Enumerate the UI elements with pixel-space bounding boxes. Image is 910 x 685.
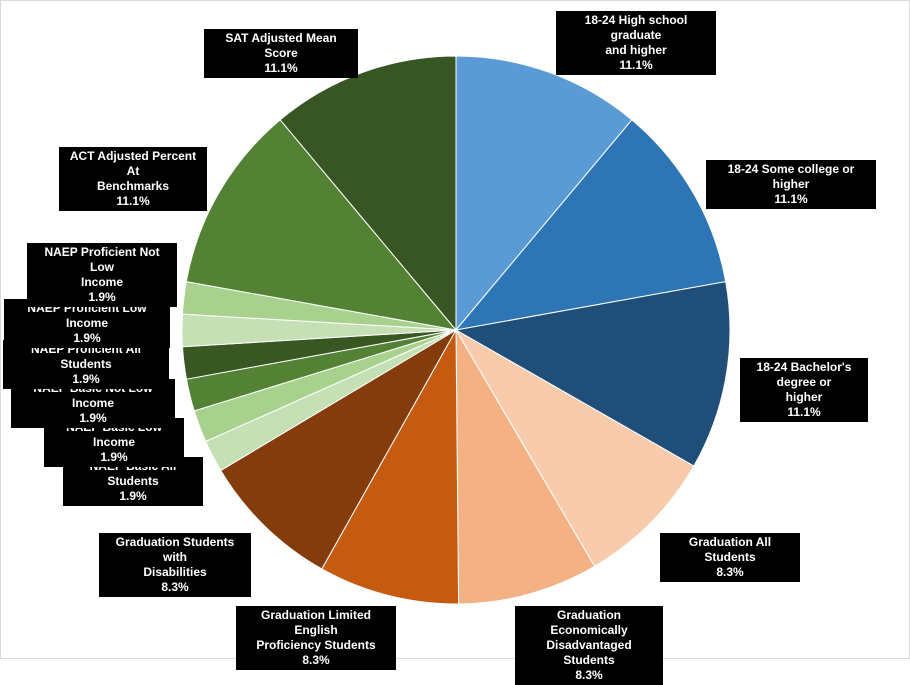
slice-percent: 8.3% [575, 668, 603, 682]
slice-label-line: Graduation Limited English [260, 608, 371, 637]
data-label-6: Graduation Limited English Proficiency S… [236, 606, 396, 670]
slice-label-line: higher [785, 390, 823, 404]
slice-percent: 1.9% [88, 290, 116, 304]
data-label-2: 18-24 Some college or higher18-24 Some c… [706, 160, 876, 209]
data-label-4: Graduation All StudentsGraduation All St… [660, 533, 800, 582]
slice-label-line: 18-24 High school graduate [584, 13, 688, 42]
pie-slice-7 [220, 328, 458, 570]
slice-percent: 11.1% [619, 58, 653, 72]
slice-label-line: Disabilities [143, 565, 207, 579]
slice-label-line: 18-24 Some college or higher [727, 162, 855, 191]
slice-label-line: NAEP Proficient Not Low [44, 245, 160, 274]
slice-percent: 1.9% [79, 411, 107, 425]
pie-slice-14 [185, 119, 458, 331]
pie-slice-15 [279, 55, 457, 332]
pie-slice-2 [454, 119, 727, 331]
data-label-3: 18-24 Bachelor's degree or higher18-24 B… [740, 358, 868, 422]
slice-label-line: Proficiency Students [256, 638, 376, 652]
slice-label-line: SAT Adjusted Mean Score [225, 31, 337, 60]
pie-slice-4 [454, 328, 695, 568]
data-label-7: Graduation Students with DisabilitiesGra… [99, 533, 251, 597]
slice-label-line: 18-24 Bachelor's degree or [756, 360, 852, 389]
data-label-1: 18-24 High school graduate and higher18-… [556, 11, 716, 75]
pie-chart [181, 55, 731, 605]
slice-label-line: Disadvantaged Students [546, 638, 632, 667]
slice-label-line: Graduation Economically [550, 608, 628, 637]
slice-percent: 8.3% [302, 653, 330, 667]
data-label-14: ACT Adjusted Percent At BenchmarksACT Ad… [59, 147, 207, 211]
slice-percent: 1.9% [119, 489, 147, 503]
slice-percent: 11.1% [774, 192, 808, 206]
data-label-15: SAT Adjusted Mean ScoreSAT Adjusted Mean… [204, 29, 358, 78]
slice-percent: 11.1% [116, 194, 150, 208]
pie-slice-5 [455, 328, 596, 605]
slice-label-line: Benchmarks [96, 179, 170, 193]
slice-percent: 8.3% [716, 565, 744, 579]
data-label-5: Graduation Economically Disadvantaged St… [515, 606, 663, 685]
slice-percent: 11.1% [787, 405, 821, 419]
slice-percent: 1.9% [72, 372, 100, 386]
slice-percent: 1.9% [73, 331, 101, 345]
slice-label-line: Graduation Students with [115, 535, 235, 564]
slice-label-line: Graduation All Students [688, 535, 772, 564]
slice-percent: 1.9% [100, 450, 128, 464]
slice-label-line: and higher [605, 43, 667, 57]
slice-percent: 8.3% [161, 580, 189, 594]
data-label-13: NAEP Proficient Not Low IncomeNAEP Profi… [27, 243, 177, 307]
slice-label-line: Income [80, 275, 123, 289]
slice-label-line: ACT Adjusted Percent At [69, 149, 197, 178]
slice-percent: 11.1% [264, 61, 298, 75]
pie-slice-6 [321, 328, 460, 605]
pie-slice-3 [454, 281, 731, 467]
pie-slice-1 [455, 55, 633, 332]
